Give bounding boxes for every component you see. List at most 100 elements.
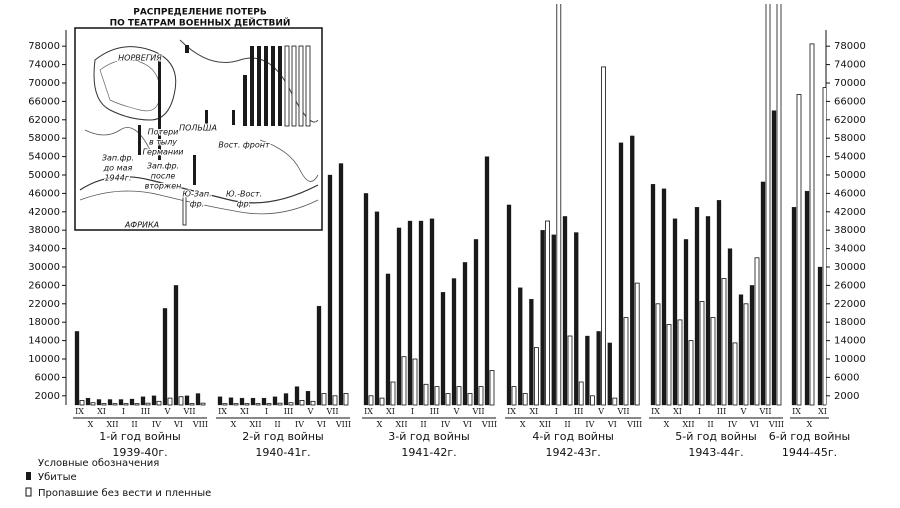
bar [79,399,85,406]
x-tick-label: VI [462,420,472,429]
x-tick-label: IX [651,407,660,416]
bar [189,403,195,406]
x-tick-label: V [740,407,747,416]
x-tick-label: V [597,407,604,416]
y-tick-label: 38000 [28,225,60,236]
bar [506,204,512,406]
x-tick-label: III [574,407,583,416]
bar [145,402,151,406]
x-tick-label: VII [325,407,338,416]
bar [129,398,135,406]
bar [396,227,402,406]
bar [817,266,823,406]
group-label: 2-й год войны [242,430,323,443]
bar [634,282,640,406]
bar [534,347,539,406]
inset-title: ПО ТЕАТРАМ ВОЕННЫХ ДЕЙСТВИЙ [110,17,291,29]
x-tick-label: VI [749,420,759,429]
y-tick-label-right: 22000 [834,299,866,310]
bar [385,273,391,406]
inset-label: Ю.-Вост. [226,190,262,199]
inset-label: фр. [237,200,251,209]
bar [655,303,661,406]
bar [167,397,173,406]
bar [809,43,815,406]
y-tick-label-right: 62000 [834,115,866,126]
inset-label: Германии [142,148,183,157]
legend-swatch [25,487,32,497]
bar [489,370,495,406]
bar [151,395,157,406]
bar [721,278,727,406]
legend-title: Условные обозначения [38,458,159,469]
bar [250,397,256,406]
bar [578,381,584,406]
y-tick-label: 62000 [28,115,60,126]
y-tick-label: 78000 [28,41,60,52]
group-period: 1943-44г. [688,446,743,459]
bar [195,393,201,406]
bar [754,257,760,406]
group-label: 1-й год войны [99,430,180,443]
inset-label: в тылу [149,138,177,147]
bar [217,396,223,406]
bar [222,403,228,406]
bar [379,397,385,406]
group-label: 6-й год войны [769,430,850,443]
bar [101,403,107,406]
bar [562,216,568,406]
bar [107,399,113,406]
bar [796,94,802,406]
bar [749,285,755,406]
bar [272,396,278,406]
bar [162,308,168,406]
bar [85,397,91,406]
bar [74,331,80,406]
bar [618,142,624,406]
legend-swatch [26,472,31,480]
x-tick-label: VII [471,407,484,416]
y-tick-label-right: 66000 [834,96,866,107]
x-tick-label: X [664,420,670,429]
x-tick-label: VII [758,407,771,416]
x-tick-label: IV [152,420,161,429]
bar [738,294,744,406]
bar [363,193,369,406]
bar [244,403,250,406]
inset-label: ПОЛЬША [179,124,217,133]
bar [456,386,462,406]
x-tick-label: IX [75,407,84,416]
bar [574,232,579,406]
bar [699,301,705,406]
y-tick-label: 42000 [28,207,60,218]
x-tick-label: II [131,420,137,429]
x-tick-label: VIII [481,420,497,429]
bar [90,402,96,406]
y-tick-label: 14000 [28,336,60,347]
y-tick-label: 10000 [28,354,60,365]
bar [596,331,601,406]
x-tick-label: III [717,407,726,416]
bar [743,303,749,406]
bar [467,393,473,406]
bar [473,239,479,406]
x-tick-label: VI [173,420,183,429]
bar [390,381,396,406]
y-tick-label: 50000 [28,170,60,181]
bar [288,402,294,406]
bar [529,299,534,406]
bar [630,135,635,406]
x-tick-label: I [265,407,268,416]
inset-label: Зап.фр. [102,154,134,163]
bar [612,397,618,406]
bar [299,399,305,406]
bar [233,403,239,406]
x-tick-label: XII [682,420,694,429]
x-tick-label: II [274,420,280,429]
x-tick-label: X [231,420,237,429]
bar [445,393,451,406]
bar [677,319,683,406]
bar [228,397,234,406]
y-tick-label-right: 50000 [834,170,866,181]
bar [760,181,766,406]
